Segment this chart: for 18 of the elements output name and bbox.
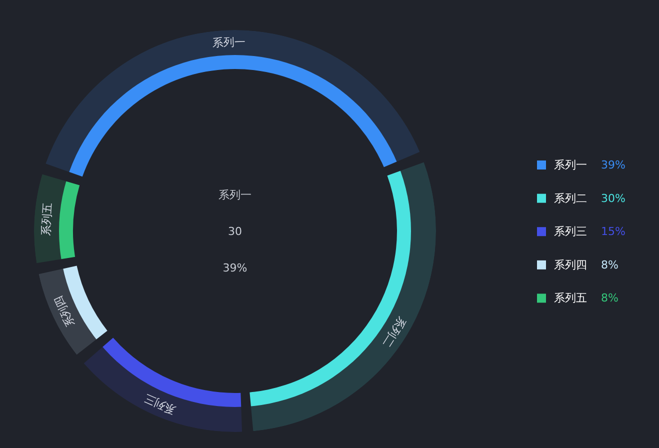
legend-label: 系列一 bbox=[554, 158, 587, 172]
slice-label: 系列二 bbox=[380, 314, 408, 350]
text: 30 bbox=[228, 225, 242, 238]
legend-label: 系列三 bbox=[554, 225, 587, 238]
slice-label: 系列五 bbox=[39, 202, 54, 236]
data-label: 30% bbox=[601, 192, 626, 205]
data-label: 8% bbox=[601, 258, 618, 272]
legend-label: 系列四 bbox=[554, 258, 587, 272]
slice-label: 系列四 bbox=[52, 294, 78, 329]
data-label: 15% bbox=[601, 225, 626, 238]
legend-label: 系列二 bbox=[554, 192, 587, 205]
slice-label: 系列三 bbox=[142, 391, 178, 417]
legend-label: 系列五 bbox=[554, 292, 587, 305]
data-label: 8% bbox=[601, 292, 618, 305]
text: 系列一 bbox=[218, 188, 252, 202]
slice-label: 系列一 bbox=[212, 36, 246, 50]
data-label: 39% bbox=[601, 158, 626, 172]
text: 39% bbox=[222, 262, 248, 274]
